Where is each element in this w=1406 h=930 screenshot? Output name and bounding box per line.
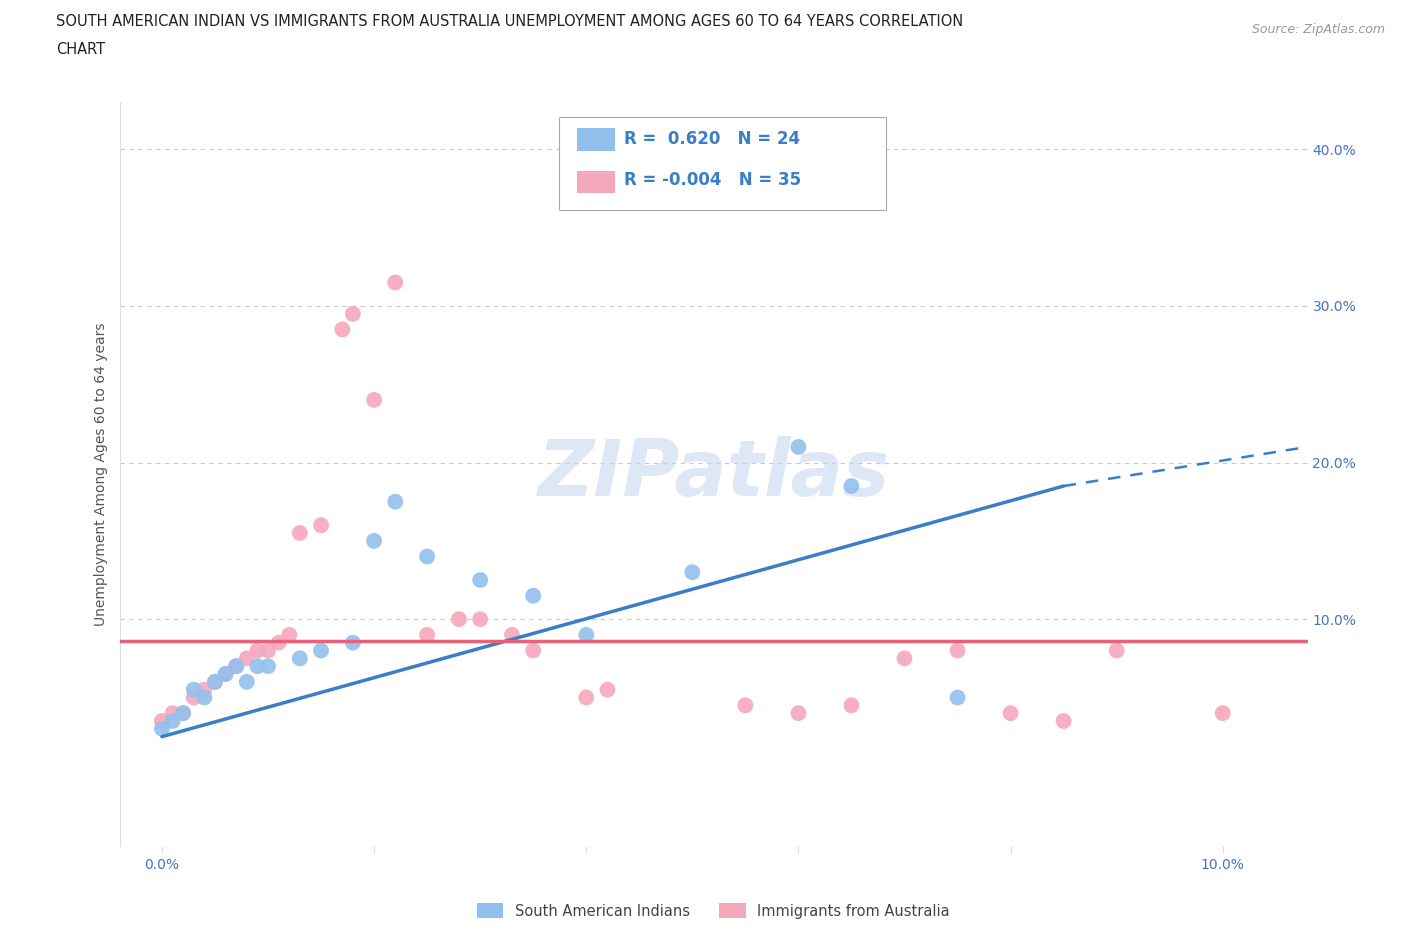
Point bbox=[416, 628, 439, 643]
Point bbox=[225, 658, 247, 673]
Point bbox=[447, 612, 470, 627]
Bar bbox=[576, 171, 614, 193]
Point bbox=[1000, 706, 1022, 721]
Text: SOUTH AMERICAN INDIAN VS IMMIGRANTS FROM AUSTRALIA UNEMPLOYMENT AMONG AGES 60 TO: SOUTH AMERICAN INDIAN VS IMMIGRANTS FROM… bbox=[56, 14, 963, 29]
Point bbox=[257, 658, 280, 673]
Point bbox=[172, 706, 194, 721]
FancyBboxPatch shape bbox=[560, 117, 886, 210]
Point bbox=[787, 440, 810, 455]
Point bbox=[183, 690, 205, 705]
Point bbox=[288, 651, 311, 666]
Point bbox=[841, 479, 863, 494]
Point bbox=[193, 690, 215, 705]
Point bbox=[193, 683, 215, 698]
Text: R = -0.004   N = 35: R = -0.004 N = 35 bbox=[624, 171, 801, 190]
Point bbox=[342, 306, 364, 321]
Point bbox=[183, 683, 205, 698]
Point bbox=[734, 698, 756, 712]
Point bbox=[470, 573, 492, 588]
Point bbox=[246, 658, 269, 673]
Point bbox=[384, 275, 406, 290]
Point bbox=[363, 534, 385, 549]
Point bbox=[501, 628, 523, 643]
Point bbox=[162, 706, 184, 721]
Point bbox=[225, 658, 247, 673]
Point bbox=[416, 549, 439, 564]
Point bbox=[309, 643, 332, 658]
Point bbox=[1105, 643, 1128, 658]
Text: R =  0.620   N = 24: R = 0.620 N = 24 bbox=[624, 130, 800, 148]
Point bbox=[787, 706, 810, 721]
Point bbox=[204, 674, 226, 689]
Point bbox=[681, 565, 703, 579]
Point bbox=[330, 322, 353, 337]
Point bbox=[246, 643, 269, 658]
Point bbox=[596, 683, 619, 698]
Point bbox=[172, 706, 194, 721]
Point bbox=[470, 612, 492, 627]
Point bbox=[214, 667, 236, 682]
Text: CHART: CHART bbox=[56, 42, 105, 57]
Point bbox=[267, 635, 290, 650]
Point bbox=[893, 651, 915, 666]
Point bbox=[522, 643, 544, 658]
Point bbox=[522, 589, 544, 604]
Point bbox=[278, 628, 301, 643]
Point bbox=[946, 643, 969, 658]
Point bbox=[236, 651, 259, 666]
Legend: South American Indians, Immigrants from Australia: South American Indians, Immigrants from … bbox=[471, 897, 956, 924]
Point bbox=[363, 392, 385, 407]
Point bbox=[575, 690, 598, 705]
Point bbox=[309, 518, 332, 533]
Point bbox=[946, 690, 969, 705]
Point bbox=[1212, 706, 1234, 721]
Text: Source: ZipAtlas.com: Source: ZipAtlas.com bbox=[1251, 23, 1385, 36]
Point bbox=[288, 525, 311, 540]
Point bbox=[841, 698, 863, 712]
Point bbox=[342, 635, 364, 650]
Point bbox=[236, 674, 259, 689]
Point bbox=[150, 722, 173, 737]
Point bbox=[204, 674, 226, 689]
Y-axis label: Unemployment Among Ages 60 to 64 years: Unemployment Among Ages 60 to 64 years bbox=[94, 323, 108, 626]
Point bbox=[257, 643, 280, 658]
Point bbox=[1052, 713, 1074, 728]
Point bbox=[162, 713, 184, 728]
Bar bbox=[576, 128, 614, 151]
Point bbox=[575, 628, 598, 643]
Point bbox=[384, 494, 406, 509]
Point bbox=[214, 667, 236, 682]
Text: ZIPatlas: ZIPatlas bbox=[537, 436, 890, 512]
Point bbox=[150, 713, 173, 728]
